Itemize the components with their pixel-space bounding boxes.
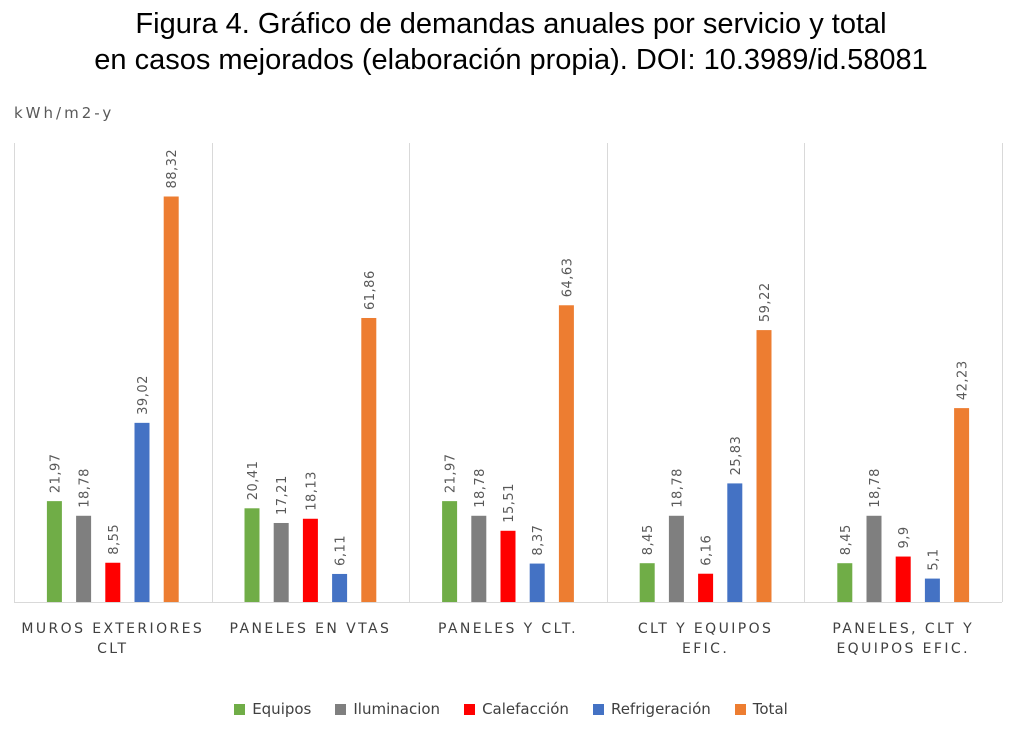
legend-label: Equipos	[252, 700, 312, 718]
bar-total-5	[954, 408, 970, 602]
bar-total-2	[361, 317, 377, 602]
category-label: MUROS EXTERIORES	[21, 621, 204, 637]
legend-swatch	[734, 703, 746, 715]
data-label: 20,41	[246, 461, 261, 501]
data-label: 8,45	[839, 524, 854, 555]
data-label: 17,21	[275, 475, 290, 515]
chart-legend: Equipos Iluminacion Calefacción Refrigeraci…	[0, 700, 1022, 718]
bar-calefacción-4	[698, 573, 714, 602]
bar-refrigeración-3	[529, 563, 545, 602]
data-label: 18,78	[78, 468, 93, 508]
bar-equipos-4	[639, 563, 655, 602]
bar-refrigeración-5	[924, 578, 940, 602]
legend-label: Calefacción	[482, 700, 569, 718]
data-label: 18,78	[473, 468, 488, 508]
category-label: PANELES Y CLT.	[438, 621, 578, 637]
category-label: EQUIPOS EFIC.	[836, 641, 970, 657]
legend-item-calefacción: Calefacción	[464, 700, 569, 718]
category-label: PANELES EN VTAS	[230, 621, 392, 637]
category-label: PANELES, CLT Y	[832, 621, 974, 637]
data-label: 8,55	[107, 524, 122, 555]
legend-label: Iluminacion	[353, 700, 441, 718]
bar-equipos-5	[837, 563, 853, 602]
bar-total-1	[163, 196, 179, 602]
data-label: 21,97	[48, 453, 63, 493]
legend-label: Refrigeración	[610, 700, 711, 718]
bar-refrigeración-1	[134, 422, 150, 602]
data-label: 8,45	[641, 524, 656, 555]
chart-title-line-2: en casos mejorados (elaboración propia).…	[94, 44, 928, 76]
category-label: EFIC.	[682, 641, 729, 657]
bar-calefacción-3	[500, 530, 516, 602]
data-label: 8,37	[531, 525, 546, 556]
bar-equipos-1	[46, 501, 62, 602]
legend-item-iluminacion: Iluminacion	[335, 700, 440, 718]
bar-refrigeración-2	[332, 573, 348, 602]
category-label: CLT Y EQUIPOS	[638, 621, 773, 637]
data-label: 15,51	[502, 483, 517, 523]
data-label: 18,78	[868, 468, 883, 508]
bar-total-4	[756, 330, 772, 602]
bar-equipos-2	[244, 508, 260, 602]
legend-label: Total	[752, 700, 788, 718]
bar-iluminacion-1	[76, 515, 92, 602]
chart-title-line-1: Figura 4. Gráfico de demandas anuales po…	[135, 8, 887, 40]
data-label: 61,86	[363, 270, 378, 310]
data-label: 88,32	[165, 149, 180, 189]
chart-title: Figura 4. Gráfico de demandas anuales po…	[0, 6, 1022, 78]
legend-swatch	[464, 703, 476, 715]
data-label: 6,11	[334, 535, 349, 566]
bar-iluminacion-2	[273, 522, 289, 602]
data-label: 6,16	[700, 535, 715, 566]
y-axis-unit-label: kWh/m2-y	[14, 104, 115, 122]
legend-item-refrigeración: Refrigeración	[592, 700, 711, 718]
bar-calefacción-1	[105, 562, 121, 602]
data-label: 59,22	[758, 282, 773, 322]
data-label: 25,83	[729, 436, 744, 476]
bar-iluminacion-3	[471, 515, 487, 602]
data-label: 18,78	[670, 468, 685, 508]
data-label: 9,9	[897, 526, 912, 548]
legend-item-equipos: Equipos	[234, 700, 311, 718]
legend-swatch	[335, 703, 347, 715]
bar-calefacción-5	[895, 556, 911, 602]
category-label: CLT	[97, 641, 128, 657]
legend-swatch	[234, 703, 246, 715]
bar-iluminacion-5	[866, 515, 882, 602]
bar-equipos-3	[442, 501, 458, 602]
data-label: 42,23	[956, 360, 971, 400]
data-label: 5,1	[926, 548, 941, 570]
bar-iluminacion-4	[668, 515, 684, 602]
data-label: 64,63	[560, 258, 575, 298]
legend-item-total: Total	[734, 700, 788, 718]
bar-refrigeración-4	[727, 483, 743, 602]
bar-calefacción-2	[302, 518, 318, 602]
data-label: 18,13	[304, 471, 319, 511]
data-label: 39,02	[136, 375, 151, 415]
legend-swatch	[592, 703, 604, 715]
data-label: 21,97	[444, 453, 459, 493]
bar-total-3	[558, 305, 574, 602]
